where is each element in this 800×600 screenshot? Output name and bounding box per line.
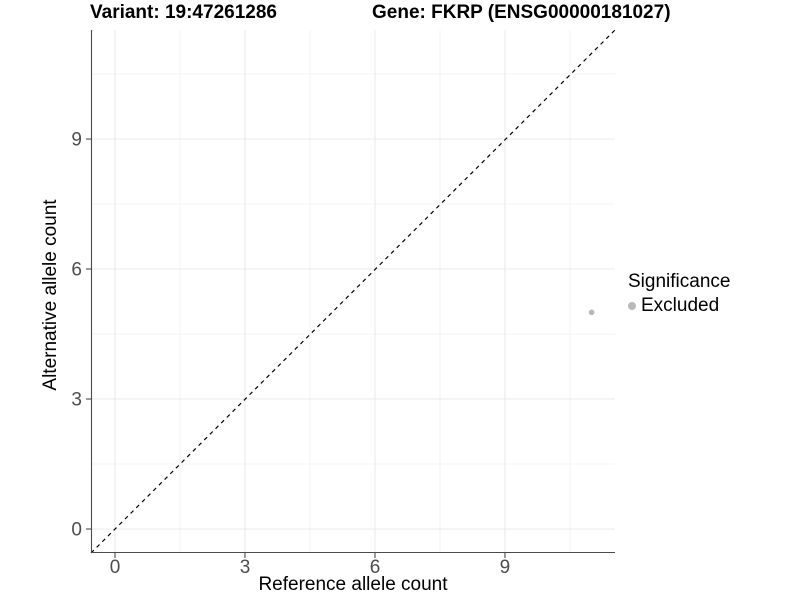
legend-entry: Excluded (628, 295, 730, 317)
y-axis-title: Alternative allele count (40, 199, 61, 391)
legend-title: Significance (628, 271, 731, 292)
plot-title-gene: Gene: FKRP (ENSG00000181027) (372, 2, 671, 23)
legend-key-dot (628, 301, 636, 310)
y-tick-label: 0 (71, 520, 82, 541)
data-point (588, 309, 595, 316)
scatter-plot-panel: 0 3 6 9 0 3 6 9 (71, 29, 616, 578)
x-tick-label: 3 (240, 557, 251, 578)
legend-entries: Excluded (628, 295, 730, 317)
x-tick-label: 6 (370, 557, 381, 578)
y-tick-label: 3 (71, 390, 82, 411)
x-tick-label: 0 (110, 557, 121, 578)
identity-reference-line (90, 29, 616, 554)
x-axis-title: Reference allele count (258, 574, 448, 595)
y-tick-label: 9 (71, 130, 82, 151)
legend: Significance Excluded (628, 271, 730, 317)
y-tick-label: 6 (71, 260, 82, 281)
plot-title-variant: Variant: 19:47261286 (90, 2, 277, 23)
legend-entry-label: Excluded (641, 294, 720, 316)
x-tick-label: 9 (500, 557, 511, 578)
